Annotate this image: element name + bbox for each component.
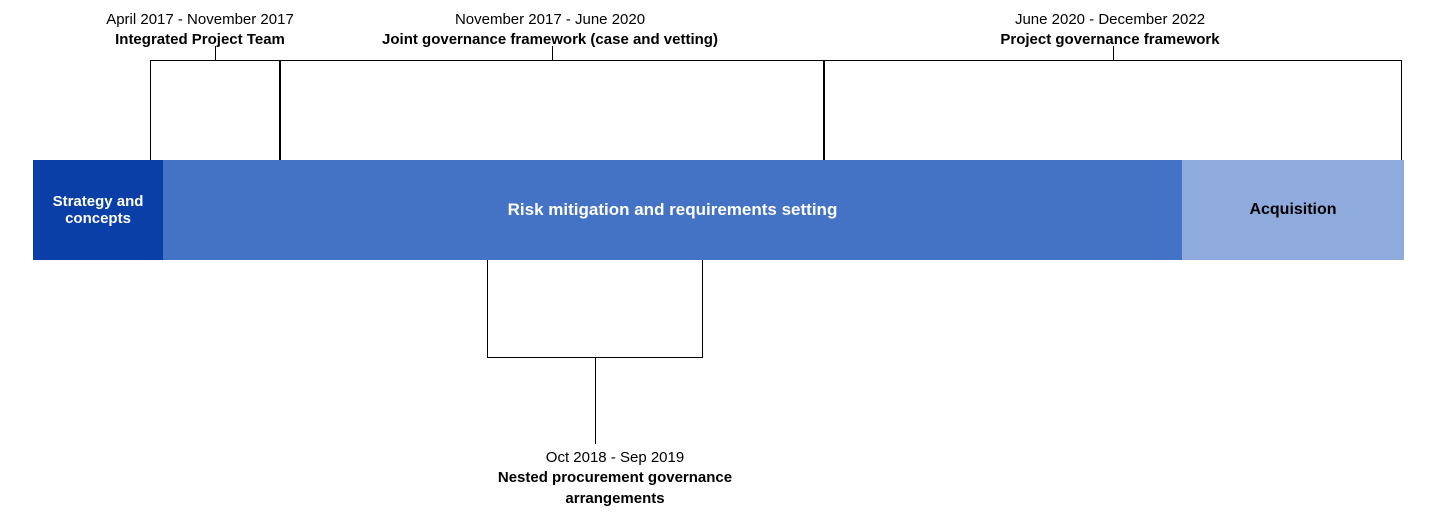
phase-acquisition-label: Acquisition [1249,201,1336,219]
connector-stem-ipt [215,46,216,60]
phase-acquisition: Acquisition [1182,160,1404,260]
span-pgf-name: Project governance framework [960,30,1260,50]
timeline-diagram: Strategy and concepts Risk mitigation an… [0,0,1437,521]
span-label-jgf: November 2017 - June 2020 Joint governan… [340,10,760,51]
bracket-pgf [824,60,1402,160]
span-ipt-date: April 2017 - November 2017 [80,10,320,30]
span-label-npg: Oct 2018 - Sep 2019 Nested procurement g… [455,448,775,509]
connector-stem-npg [595,358,596,444]
bracket-ipt [150,60,280,160]
bracket-npg [487,260,703,358]
phase-risk-label: Risk mitigation and requirements setting [508,200,838,220]
span-pgf-date: June 2020 - December 2022 [960,10,1260,30]
connector-stem-pgf [1113,46,1114,60]
bracket-jgf [280,60,824,160]
span-npg-name: Nested procurement governance arrangemen… [455,468,775,509]
span-jgf-name: Joint governance framework (case and vet… [340,30,760,50]
connector-stem-jgf [552,46,553,60]
span-ipt-name: Integrated Project Team [80,30,320,50]
span-label-pgf: June 2020 - December 2022 Project govern… [960,10,1260,51]
span-label-ipt: April 2017 - November 2017 Integrated Pr… [80,10,320,51]
span-jgf-date: November 2017 - June 2020 [340,10,760,30]
span-npg-date: Oct 2018 - Sep 2019 [455,448,775,468]
phase-strategy: Strategy and concepts [33,160,163,260]
phase-risk: Risk mitigation and requirements setting [163,160,1182,260]
phase-strategy-label: Strategy and concepts [41,193,155,227]
